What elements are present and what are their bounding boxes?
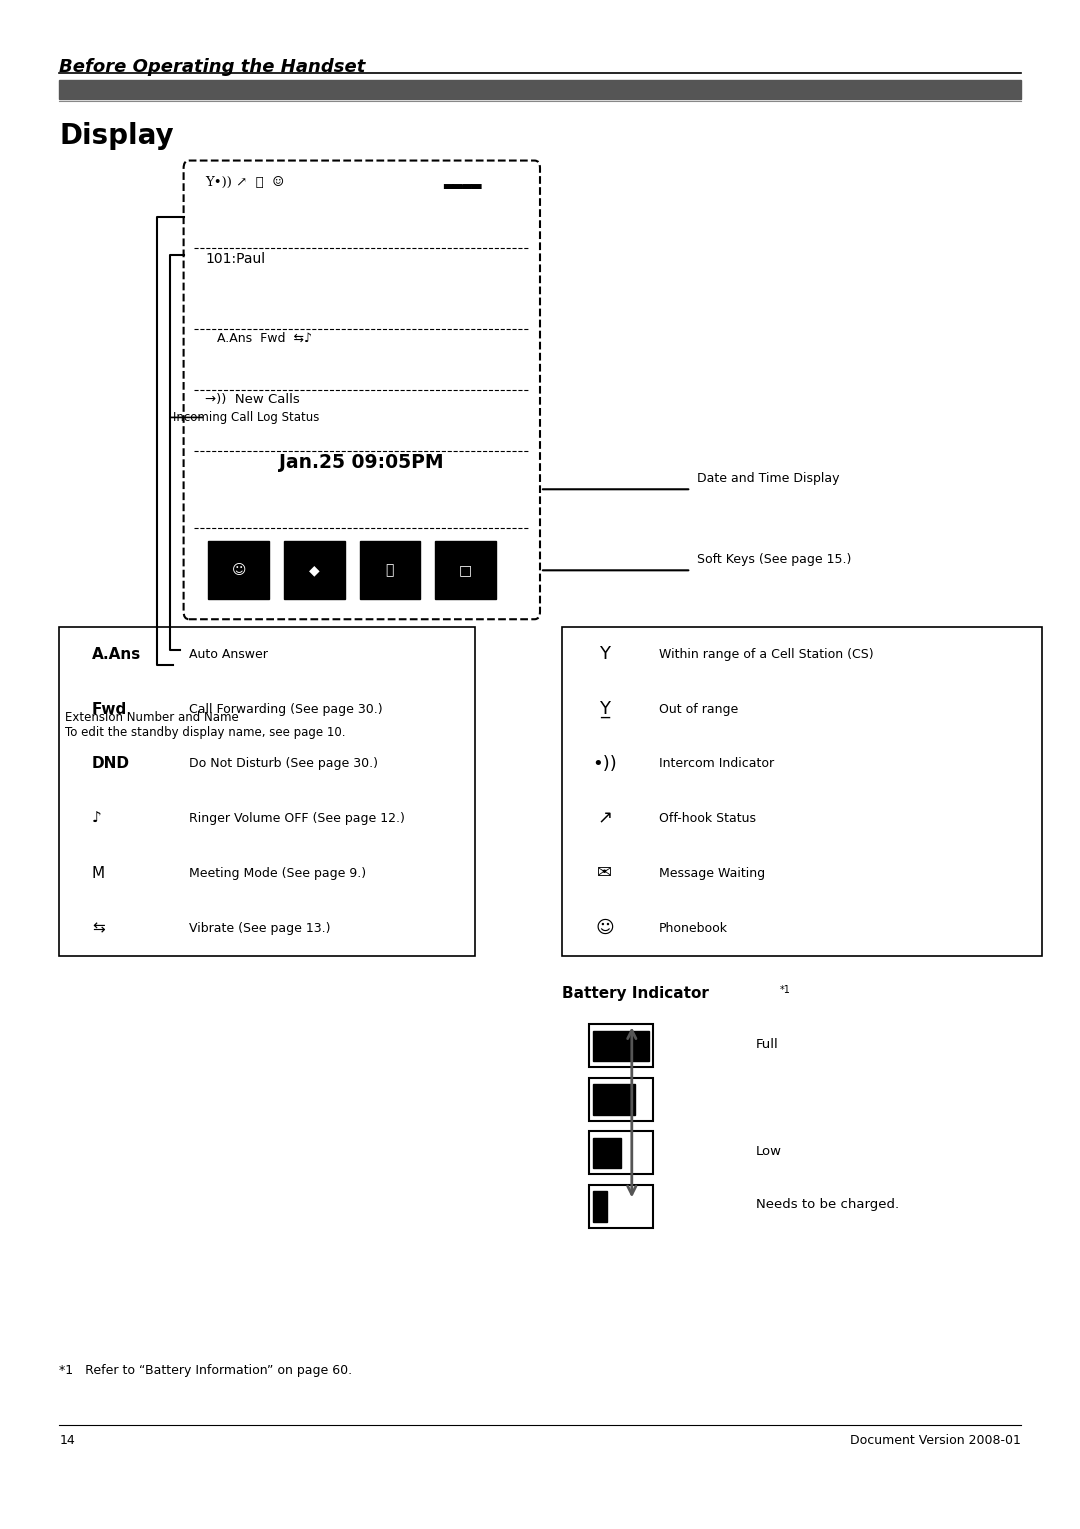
Text: Extension Number and Name
To edit the standby display name, see page 10.: Extension Number and Name To edit the st… [65, 711, 346, 739]
Text: Phonebook: Phonebook [659, 922, 728, 934]
Bar [589, 1185, 653, 1228]
Text: Needs to be charged.: Needs to be charged. [756, 1199, 900, 1211]
Text: ♪: ♪ [92, 812, 102, 826]
Text: Within range of a Cell Station (CS): Within range of a Cell Station (CS) [659, 648, 874, 661]
Text: ⇆: ⇆ [92, 920, 105, 936]
Bar [360, 541, 420, 599]
Text: Call Forwarding (See page 30.): Call Forwarding (See page 30.) [189, 702, 382, 716]
Text: □: □ [459, 563, 472, 578]
Text: Y•)) ↗  ✉  ☺: Y•)) ↗ ✉ ☺ [205, 176, 284, 190]
Bar [589, 1131, 653, 1174]
Bar [435, 541, 496, 599]
Text: ☺: ☺ [231, 563, 246, 578]
Text: •)): •)) [593, 755, 617, 772]
Text: Soft Keys (See page 15.): Soft Keys (See page 15.) [697, 552, 851, 566]
Bar [59, 80, 1021, 99]
Bar [59, 627, 475, 956]
Text: Out of range: Out of range [659, 702, 738, 716]
Text: Display: Display [59, 122, 174, 150]
Bar [589, 1078, 653, 1121]
Text: Low: Low [756, 1145, 782, 1157]
Text: Vibrate (See page 13.): Vibrate (See page 13.) [189, 922, 330, 934]
Text: ◆: ◆ [309, 563, 320, 578]
Bar [593, 1138, 621, 1168]
Bar [593, 1191, 607, 1222]
Text: 101:Paul: 101:Paul [205, 252, 266, 266]
Text: ⌹: ⌹ [386, 563, 394, 578]
Text: A.Ans: A.Ans [92, 647, 141, 662]
Text: *1   Refer to “Battery Information” on page 60.: *1 Refer to “Battery Information” on pag… [59, 1364, 352, 1378]
Text: DND: DND [92, 757, 130, 771]
Bar [208, 541, 269, 599]
Text: Auto Answer: Auto Answer [189, 648, 268, 661]
Text: Intercom Indicator: Intercom Indicator [659, 757, 774, 771]
Text: ✉: ✉ [597, 864, 612, 882]
Text: 14: 14 [59, 1434, 76, 1448]
Text: Before Operating the Handset: Before Operating the Handset [59, 58, 366, 76]
Text: Incoming Call Log Status: Incoming Call Log Status [173, 411, 320, 424]
Bar [589, 1024, 653, 1067]
Text: Date and Time Display: Date and Time Display [697, 471, 839, 485]
Text: ▃▃▃▃: ▃▃▃▃ [443, 176, 482, 190]
Text: Full: Full [756, 1038, 779, 1050]
FancyBboxPatch shape [184, 161, 540, 619]
Text: ↗: ↗ [597, 810, 612, 827]
Text: Message Waiting: Message Waiting [659, 867, 765, 881]
Text: Ringer Volume OFF (See page 12.): Ringer Volume OFF (See page 12.) [189, 812, 405, 826]
Text: *1: *1 [780, 985, 791, 995]
Text: Battery Indicator: Battery Indicator [562, 986, 708, 1001]
Text: Meeting Mode (See page 9.): Meeting Mode (See page 9.) [189, 867, 366, 881]
Bar [562, 627, 1042, 956]
Text: M: M [92, 865, 105, 881]
Text: Do Not Disturb (See page 30.): Do Not Disturb (See page 30.) [189, 757, 378, 771]
Text: Y̲: Y̲ [599, 700, 610, 719]
Text: Off-hook Status: Off-hook Status [659, 812, 756, 826]
Bar [593, 1084, 635, 1115]
Bar [284, 541, 345, 599]
Text: Y: Y [599, 645, 610, 664]
Bar [593, 1031, 649, 1061]
Text: A.Ans  Fwd  ⇆♪: A.Ans Fwd ⇆♪ [205, 332, 312, 346]
Text: ☺: ☺ [595, 919, 615, 937]
Text: Document Version 2008-01: Document Version 2008-01 [850, 1434, 1021, 1448]
Text: →))  New Calls: →)) New Calls [205, 393, 300, 407]
Text: Fwd: Fwd [92, 702, 127, 717]
Text: Jan.25 09:05PM: Jan.25 09:05PM [280, 453, 444, 471]
